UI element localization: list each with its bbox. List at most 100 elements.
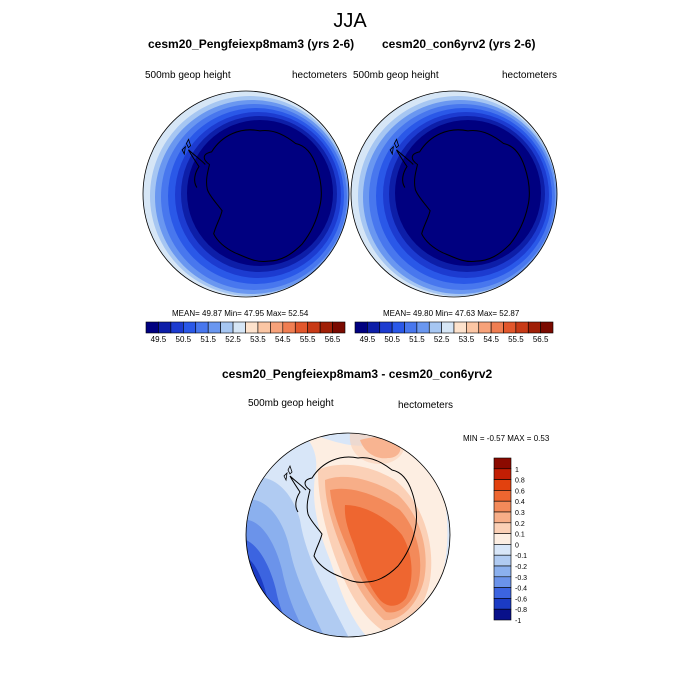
panel3-colorbar-tick-label: -0.8 <box>515 607 527 614</box>
panel3-colorbar-tick-label: -1 <box>515 618 521 625</box>
panel1-colorbar-box <box>232 321 246 334</box>
panel3-colorbar-box <box>493 598 512 610</box>
panel1-colorbar-box <box>257 321 271 334</box>
panel3-colorbar-box <box>493 511 512 524</box>
panel1-colorbar-box <box>270 321 284 334</box>
panel2-colorbar-box <box>453 321 467 334</box>
panel3-colorbar-box <box>493 576 512 588</box>
panel1-stats: MEAN= 49.87 Min= 47.95 Max= 52.54 <box>172 309 309 318</box>
panel3-colorbar-box <box>493 522 512 534</box>
panel1-colorbar-box <box>294 321 308 334</box>
panel2-colorbar-box <box>441 321 455 334</box>
panel3-colorbar-box <box>493 554 512 567</box>
panel1-colorbar-tick-label: 55.5 <box>300 335 316 344</box>
panel3-colorbar-box <box>493 544 512 556</box>
panel1-colorbar-box <box>282 321 296 334</box>
panel1-colorbar-tick-label: 52.5 <box>225 335 241 344</box>
panel3-colorbar-tick-label: 0.4 <box>515 499 525 506</box>
panel1-colorbar-box <box>195 321 209 334</box>
panel2-stats: MEAN= 49.80 Min= 47.63 Max= 52.87 <box>383 309 520 318</box>
panel3-colorbar-box <box>493 479 512 491</box>
panel2-colorbar-box <box>354 321 368 334</box>
panel2-units-label: hectometers <box>502 70 558 81</box>
panel3-colorbar-tick-label: 0.1 <box>515 532 525 539</box>
panel3-colorbar-tick-label: -0.3 <box>515 575 527 582</box>
panel3-colorbar: 1 0.8 0.6 0.4 0.3 0.2 0.1 0 -0.1 -0.2 -0.3 -0.4 -0.6… <box>493 457 527 625</box>
panel3-colorbar-box <box>493 468 512 480</box>
panel3-polar-map <box>246 433 450 637</box>
panel1-colorbar: 49.5 50.5 51.5 52.5 53.5 54.5 55.5 56.5 <box>145 321 346 344</box>
panel1-colorbar-box <box>207 321 221 334</box>
panel3-map-border <box>245 432 451 638</box>
panel1-colorbar-box <box>307 321 321 334</box>
panel1-colorbar-tick-label: 50.5 <box>176 335 192 344</box>
panel2-colorbar-box <box>428 321 442 334</box>
panel1-colorbar-box <box>145 321 159 334</box>
panel3-colorbar-tick-label: 0.8 <box>515 478 525 485</box>
panel1-colorbar-tick-label: 53.5 <box>250 335 266 344</box>
panel3-colorbar-box <box>493 608 512 621</box>
panel2-colorbar-tick-label: 52.5 <box>434 335 450 344</box>
panel2-colorbar-tick-label: 55.5 <box>508 335 524 344</box>
panel1-title: cesm20_Pengfeiexp8mam3 (yrs 2-6) <box>148 37 355 51</box>
panel2-variable-label: 500mb geop height <box>353 70 439 81</box>
panel3-variable-label: 500mb geop height <box>248 398 334 409</box>
panel1-colorbar-box <box>220 321 234 334</box>
panel3-stats: MIN = -0.57 MAX = 0.53 <box>463 434 550 443</box>
panel2-colorbar-box <box>416 321 430 334</box>
panel2-colorbar-box <box>478 321 492 334</box>
panel3-colorbar-box <box>493 457 512 470</box>
panel2-colorbar-box <box>540 321 554 334</box>
panel3-title: cesm20_Pengfeiexp8mam3 - cesm20_con6yrv2 <box>222 367 493 381</box>
panel3-colorbar-tick-label: 0.6 <box>515 488 525 495</box>
panel3-colorbar-box <box>493 500 512 513</box>
panel1-polar-map <box>143 91 349 297</box>
panel2-colorbar-box <box>391 321 405 334</box>
panel2-colorbar-tick-label: 49.5 <box>360 335 376 344</box>
panel1-colorbar-box <box>332 321 346 334</box>
panel3-colorbar-tick-label: -0.6 <box>515 596 527 603</box>
panel2-colorbar-box <box>466 321 480 334</box>
panel1-colorbar-box <box>183 321 197 334</box>
panel3-colorbar-box <box>493 565 512 578</box>
panel1-colorbar-box <box>319 321 333 334</box>
panel2-map-border <box>350 90 558 298</box>
panel1-colorbar-tick-label: 51.5 <box>200 335 216 344</box>
panel2-colorbar-box <box>515 321 529 334</box>
panel2-colorbar-tick-label: 50.5 <box>384 335 400 344</box>
panel2-colorbar: 49.5 50.5 51.5 52.5 53.5 54.5 55.5 56.5 <box>354 321 554 344</box>
panel3-colorbar-box <box>493 490 512 502</box>
panel1-units-label: hectometers <box>292 70 348 81</box>
panel3-colorbar-tick-label: 1 <box>515 467 519 474</box>
panel3-colorbar-tick-label: -0.2 <box>515 564 527 571</box>
panel3-colorbar-tick-label: 0.3 <box>515 510 525 517</box>
panel3-colorbar-tick-label: 0.2 <box>515 521 525 528</box>
panel2-polar-map <box>351 91 557 297</box>
panel3-units-label: hectometers <box>398 400 454 411</box>
panel1-colorbar-tick-label: 49.5 <box>151 335 167 344</box>
panel3-colorbar-tick-label: 0 <box>515 542 519 549</box>
panel3-colorbar-box <box>493 533 512 545</box>
panel1-colorbar-box <box>158 321 172 334</box>
panel2-colorbar-box <box>503 321 517 334</box>
panel2-colorbar-box <box>367 321 381 334</box>
panel1-colorbar-tick-label: 56.5 <box>325 335 341 344</box>
panel2-colorbar-tick-label: 54.5 <box>483 335 499 344</box>
panel2-colorbar-box <box>379 321 393 334</box>
panel1-colorbar-box <box>170 321 184 334</box>
figure-title: JJA <box>333 10 367 32</box>
panel2-colorbar-tick-label: 53.5 <box>459 335 475 344</box>
panel3-colorbar-tick-label: -0.4 <box>515 586 527 593</box>
panel1-colorbar-tick-label: 54.5 <box>275 335 291 344</box>
panel3-colorbar-tick-label: -0.1 <box>515 553 527 560</box>
panel2-colorbar-tick-label: 51.5 <box>409 335 425 344</box>
panel2-title: cesm20_con6yrv2 (yrs 2-6) <box>382 37 536 51</box>
panel2-colorbar-box <box>404 321 418 334</box>
panel1-colorbar-box <box>245 321 259 334</box>
panel1-variable-label: 500mb geop height <box>145 70 231 81</box>
panel2-colorbar-box <box>527 321 541 334</box>
panel2-colorbar-box <box>490 321 504 334</box>
panel3-colorbar-box <box>493 587 512 599</box>
panel2-colorbar-tick-label: 56.5 <box>533 335 549 344</box>
